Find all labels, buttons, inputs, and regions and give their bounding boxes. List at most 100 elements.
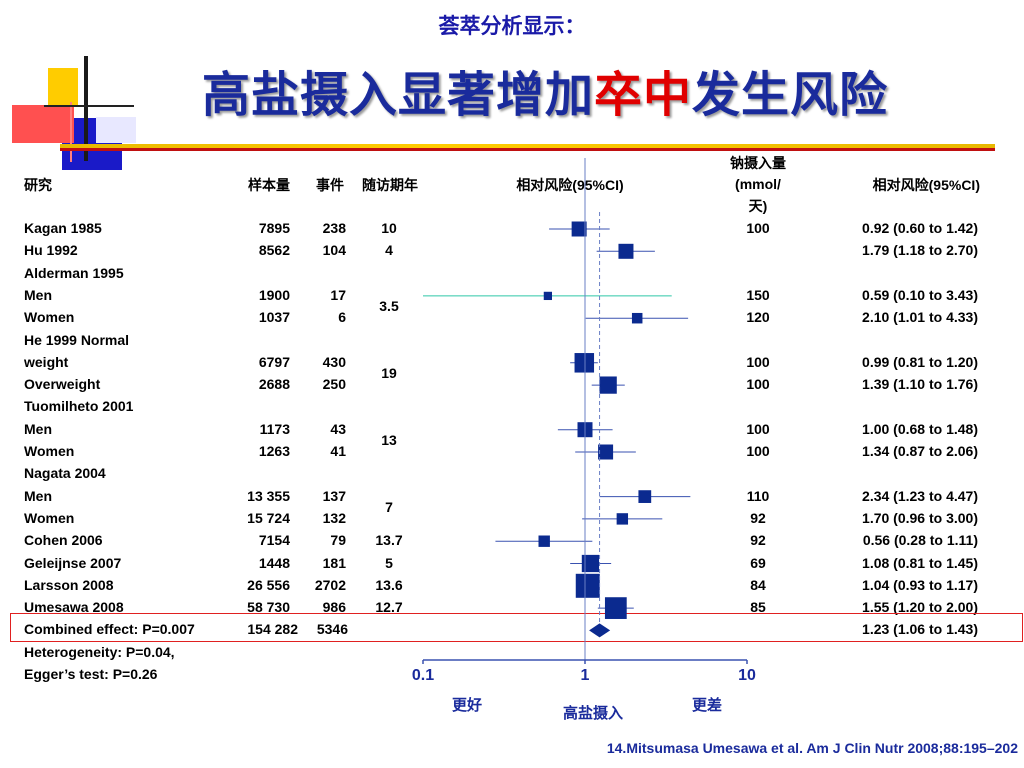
forest-plot (422, 158, 748, 664)
events: 132 (322, 509, 346, 526)
study-name: Umesawa 2008 (24, 599, 124, 616)
study-name: Hu 1992 (24, 242, 78, 259)
sodium-intake: 100 (746, 353, 770, 370)
events: 17 (330, 286, 346, 303)
relative-risk-text: 1.79 (1.18 to 2.70) (862, 242, 978, 259)
study-name: Geleijnse 2007 (24, 554, 122, 571)
study-name: Women (24, 309, 75, 326)
sample-size: 26 556 (247, 576, 290, 593)
combined-diamond (589, 623, 611, 638)
followup-group-years: 4 (385, 242, 393, 259)
header-relative-risk-text: 相对风险(95%CI) (872, 177, 980, 193)
study-name: Women (24, 443, 75, 459)
point-estimate-square (571, 221, 587, 237)
followup-group-years: 19 (381, 364, 397, 381)
point-estimate-square (581, 554, 600, 573)
study-name: Alderman 1995 (24, 264, 124, 281)
events: 181 (322, 554, 346, 571)
events: 43 (330, 420, 346, 437)
followup-group-years: 13 (381, 431, 397, 448)
sample-size: 13 355 (247, 487, 290, 504)
study-name: weight (24, 353, 69, 370)
x-tick-label: 10 (738, 667, 756, 684)
combined-effect-highlight (10, 613, 1023, 642)
title-rule-red (60, 148, 995, 151)
point-estimate-square (575, 573, 600, 598)
x-axis-label: 高盐摄入 (562, 705, 623, 722)
x-tick-label: 0.1 (411, 667, 435, 684)
title-highlight: 卒中 (593, 67, 692, 123)
relative-risk-text: 1.70 (0.96 to 3.00) (862, 509, 978, 526)
favours-lower-label: 更好 (451, 697, 482, 714)
relative-risk-text: 2.10 (1.01 to 4.33) (862, 309, 978, 326)
header-sample-size: 样本量 (248, 177, 290, 193)
subtitle: 荟萃分析显示： (438, 14, 586, 38)
relative-risk-text: 1.39 (1.10 to 1.76) (862, 376, 978, 393)
sodium-intake: 100 (746, 443, 770, 459)
events: 238 (322, 220, 346, 236)
header-events: 事件 (316, 177, 344, 193)
sample-size: 1037 (258, 309, 290, 326)
sample-size: 7895 (258, 220, 290, 236)
sample-size: 7154 (258, 532, 290, 549)
sodium-intake: 69 (750, 554, 766, 571)
sodium-intake: 100 (746, 376, 770, 393)
point-estimate-square (598, 444, 614, 460)
egger-test-note: Egger’s test: P=0.26 (24, 666, 158, 682)
study-name: Kagan 1985 (24, 220, 102, 236)
events: 137 (322, 487, 346, 504)
followup-group-years: 10 (381, 220, 397, 236)
sample-size: 15 724 (247, 509, 290, 526)
study-name: Overweight (24, 376, 101, 393)
study-name: Men (24, 487, 52, 504)
events: 430 (322, 353, 346, 370)
point-estimate-square (604, 597, 627, 619)
sodium-intake: 85 (750, 599, 766, 616)
followup-group-years: 3.5 (379, 298, 399, 315)
sodium-intake: 110 (746, 487, 770, 504)
title-tail: 发生风险 (692, 67, 889, 123)
header-sodium-line1: 钠摄入量 (730, 155, 786, 171)
point-estimate-square (538, 535, 550, 547)
point-estimate-square (631, 312, 643, 324)
events: 104 (322, 242, 346, 259)
title-main: 高盐摄入显著增加 (201, 67, 594, 123)
slide-title: 高盐摄入显著增加卒中发生风险 (0, 55, 1024, 125)
point-estimate-square (543, 291, 553, 301)
events: 250 (322, 376, 346, 393)
sample-size: 6797 (258, 353, 290, 370)
followup-years: 5 (385, 554, 393, 571)
favours-higher-label: 更差 (691, 697, 722, 714)
sample-size: 1263 (258, 443, 290, 459)
events: 986 (322, 599, 346, 616)
header-sodium-line3: 天) (748, 198, 768, 214)
combined-effect-label: Combined effect: P=0.007 (24, 621, 195, 638)
sodium-intake: 92 (750, 532, 766, 549)
study-name: Men (24, 286, 52, 303)
followup-years: 12.7 (375, 599, 403, 616)
events: 79 (330, 532, 346, 549)
sodium-intake: 92 (750, 509, 766, 526)
relative-risk-text: 0.92 (0.60 to 1.42) (862, 220, 978, 236)
events: 41 (330, 443, 346, 459)
combined-events: 5346 (316, 621, 348, 638)
sodium-intake: 150 (746, 286, 770, 303)
sodium-intake: 84 (750, 576, 766, 593)
relative-risk-text: 1.34 (0.87 to 2.06) (862, 443, 978, 459)
x-tick-label: 1 (580, 667, 590, 684)
study-name: Larsson 2008 (24, 576, 114, 593)
relative-risk-text: 1.08 (0.81 to 1.45) (862, 554, 978, 571)
relative-risk-text: 1.55 (1.20 to 2.00) (862, 599, 978, 616)
citation: 14.Mitsumasa Umesawa et al. Am J Clin Nu… (606, 740, 1018, 756)
point-estimate-square (599, 376, 617, 394)
combined-sample-size: 154 282 (247, 621, 298, 638)
title-rule-gold (60, 144, 995, 148)
sample-size: 2688 (258, 376, 290, 393)
header-relative-risk-plot: 相对风险(95%CI) (516, 177, 624, 193)
events: 6 (338, 309, 346, 326)
relative-risk-text: 0.99 (0.81 to 1.20) (862, 353, 978, 370)
followup-years: 13.7 (375, 532, 403, 549)
header-study: 研究 (24, 177, 52, 193)
header-followup: 随访期年 (362, 177, 418, 193)
